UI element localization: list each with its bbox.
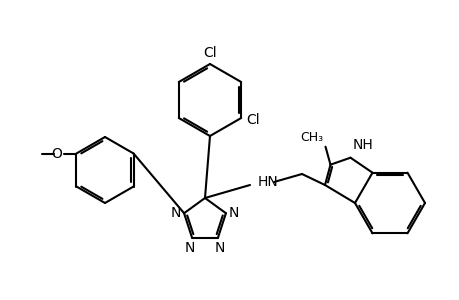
Text: N: N <box>170 206 181 220</box>
Text: N: N <box>214 241 224 255</box>
Text: Cl: Cl <box>246 113 259 127</box>
Text: NH: NH <box>352 138 372 152</box>
Text: Cl: Cl <box>203 46 216 60</box>
Text: N: N <box>185 241 195 255</box>
Text: CH₃: CH₃ <box>300 131 323 144</box>
Text: HN: HN <box>257 175 278 189</box>
Text: O: O <box>51 146 62 161</box>
Text: N: N <box>229 206 239 220</box>
